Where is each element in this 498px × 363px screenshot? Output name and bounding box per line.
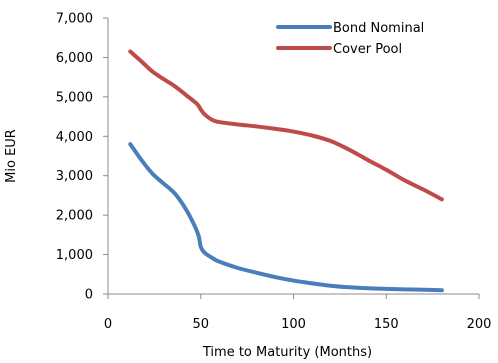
x-axis-title: Time to Maturity (Months) — [202, 345, 372, 360]
y-tick-label: 5,000 — [56, 90, 93, 105]
legend-label-cover-pool: Cover Pool — [333, 42, 402, 57]
series-line-bond-nominal — [128, 142, 444, 293]
y-ticks: 0 1,000 2,000 3,000 4,000 5,000 6,000 7,000 — [56, 12, 108, 303]
y-tick-label: 3,000 — [56, 169, 93, 184]
x-tick-label: 100 — [281, 317, 306, 332]
x-ticks: 0 50 100 150 200 — [104, 294, 492, 332]
y-tick-label: 6,000 — [56, 51, 93, 66]
y-tick-label: 2,000 — [56, 209, 93, 224]
y-axis-title: Mio EUR — [4, 129, 19, 183]
x-tick-label: 0 — [104, 317, 112, 332]
y-tick-label: 7,000 — [56, 12, 93, 27]
x-tick-label: 150 — [374, 317, 399, 332]
series-layer — [128, 49, 444, 293]
legend: Bond Nominal Cover Pool — [276, 21, 424, 57]
axes: 0 1,000 2,000 3,000 4,000 5,000 6,000 7,000 0 50… — [56, 12, 492, 333]
x-tick-label: 50 — [192, 317, 209, 332]
legend-label-bond-nominal: Bond Nominal — [333, 21, 424, 36]
y-tick-label: 4,000 — [56, 130, 93, 145]
y-tick-label: 1,000 — [56, 248, 93, 263]
y-tick-label: 0 — [85, 288, 93, 303]
x-tick-label: 200 — [467, 317, 492, 332]
series-line-cover-pool — [128, 49, 444, 202]
